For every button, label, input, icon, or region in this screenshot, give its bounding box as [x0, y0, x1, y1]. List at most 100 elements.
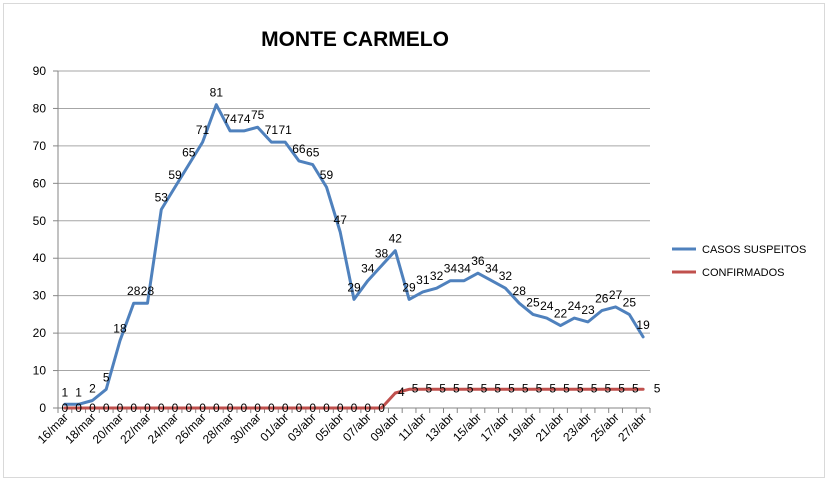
data-label-confirmados: 0: [172, 401, 179, 415]
data-label-confirmados: 0: [309, 401, 316, 415]
x-tick-label: 03/abr: [285, 410, 319, 444]
data-label-confirmados: 5: [549, 381, 556, 395]
x-tick-label: 07/abr: [340, 410, 374, 444]
data-label-casos-suspeitos: 22: [554, 307, 568, 321]
data-label-confirmados: 5: [654, 381, 661, 395]
data-label-casos-suspeitos: 28: [141, 284, 155, 298]
data-label-casos-suspeitos: 53: [155, 191, 169, 205]
data-label-casos-suspeitos: 38: [375, 247, 389, 261]
y-tick-label: 10: [33, 364, 47, 378]
data-label-casos-suspeitos: 31: [416, 273, 430, 287]
series-line-confirmados: [63, 387, 645, 410]
x-tick-label: 23/abr: [560, 410, 594, 444]
data-label-confirmados: 0: [227, 401, 234, 415]
y-axis: 0 10 20 30 40 50 60 70 80 90: [33, 64, 59, 415]
data-label-casos-suspeitos: 42: [389, 232, 403, 246]
data-label-confirmados: 0: [130, 401, 137, 415]
data-label-confirmados: 5: [563, 381, 570, 395]
x-tick-label: 25/abr: [588, 410, 622, 444]
data-label-casos-suspeitos: 26: [595, 292, 609, 306]
data-label-confirmados: 0: [158, 401, 165, 415]
data-label-casos-suspeitos: 66: [292, 142, 306, 156]
chart-title: MONTE CARMELO: [261, 28, 449, 51]
data-label-confirmados: 0: [185, 401, 192, 415]
x-tick-label: 13/abr: [423, 410, 457, 444]
y-tick-label: 40: [33, 251, 47, 265]
data-label-confirmados: 5: [425, 381, 432, 395]
data-label-confirmados: 0: [103, 401, 110, 415]
data-label-casos-suspeitos: 32: [499, 269, 513, 283]
data-label-confirmados: 0: [351, 401, 358, 415]
data-label-confirmados: 5: [453, 381, 460, 395]
data-label-casos-suspeitos: 24: [540, 299, 554, 313]
legend-label-confirmados: CONFIRMADOS: [702, 267, 785, 279]
data-label-casos-suspeitos: 34: [444, 262, 458, 276]
data-label-confirmados: 0: [117, 401, 124, 415]
legend: CASOS SUSPEITOS CONFIRMADOS: [672, 244, 806, 279]
data-label-confirmados: 0: [213, 401, 220, 415]
data-label-confirmados: 5: [467, 381, 474, 395]
data-label-confirmados: 5: [536, 381, 543, 395]
data-label-confirmados: 0: [62, 401, 69, 415]
data-label-confirmados: 0: [254, 401, 261, 415]
data-label-casos-suspeitos: 71: [265, 123, 279, 137]
y-tick-label: 20: [33, 326, 47, 340]
data-label-casos-suspeitos: 5: [103, 370, 110, 384]
data-label-confirmados: 0: [296, 401, 303, 415]
data-label-casos-suspeitos: 59: [320, 168, 334, 182]
data-label-confirmados: 0: [75, 401, 82, 415]
data-label-casos-suspeitos: 24: [568, 299, 582, 313]
data-label-confirmados: 0: [378, 401, 385, 415]
data-label-casos-suspeitos: 32: [430, 269, 444, 283]
data-label-casos-suspeitos: 71: [278, 123, 292, 137]
data-label-casos-suspeitos: 1: [62, 385, 69, 399]
data-label-confirmados: 0: [144, 401, 151, 415]
data-label-casos-suspeitos: 75: [251, 108, 265, 122]
data-label-confirmados: 5: [604, 381, 611, 395]
y-tick-label: 30: [33, 289, 47, 303]
data-label-confirmados: 5: [494, 381, 501, 395]
data-label-casos-suspeitos: 65: [182, 146, 196, 160]
data-label-casos-suspeitos: 29: [402, 280, 416, 294]
chart-frame: [3, 3, 825, 478]
data-label-casos-suspeitos: 28: [513, 284, 527, 298]
x-tick-label: 19/abr: [505, 410, 539, 444]
x-tick-label: 11/abr: [396, 410, 429, 443]
data-label-confirmados: 4: [398, 385, 405, 399]
data-label-casos-suspeitos: 18: [113, 322, 127, 336]
data-label-confirmados: 0: [89, 401, 96, 415]
data-label-confirmados: 0: [323, 401, 330, 415]
data-label-confirmados: 5: [618, 381, 625, 395]
x-tick-label: 09/abr: [367, 410, 401, 444]
legend-label-casos-suspeitos: CASOS SUSPEITOS: [702, 244, 806, 256]
data-label-confirmados: 0: [241, 401, 248, 415]
series-line-casos-suspeitos: [63, 103, 645, 406]
data-label-casos-suspeitos: 74: [237, 112, 251, 126]
data-label-casos-suspeitos: 36: [471, 254, 485, 268]
data-label-casos-suspeitos: 71: [196, 123, 210, 137]
data-label-casos-suspeitos: 59: [168, 168, 182, 182]
data-label-casos-suspeitos: 25: [526, 295, 540, 309]
x-tick-label: 15/abr: [450, 410, 484, 444]
data-label-casos-suspeitos: 23: [581, 303, 595, 317]
data-label-casos-suspeitos: 34: [361, 262, 375, 276]
data-label-casos-suspeitos: 28: [127, 284, 141, 298]
data-label-casos-suspeitos: 1: [75, 385, 82, 399]
x-tick-label: 30/mar: [227, 410, 263, 446]
data-label-casos-suspeitos: 65: [306, 146, 320, 160]
data-label-confirmados: 5: [591, 381, 598, 395]
data-label-casos-suspeitos: 34: [485, 262, 499, 276]
data-label-casos-suspeitos: 25: [623, 295, 637, 309]
x-tick-label: 21/abr: [533, 410, 567, 444]
data-label-confirmados: 5: [412, 381, 419, 395]
data-label-confirmados: 5: [481, 381, 488, 395]
x-tick-label: 01/abr: [257, 410, 291, 444]
y-tick-label: 80: [33, 101, 47, 115]
data-label-confirmados: 5: [522, 381, 529, 395]
data-label-confirmados: 5: [577, 381, 584, 395]
y-tick-label: 60: [33, 176, 47, 190]
data-label-casos-suspeitos: 47: [334, 213, 348, 227]
y-tick-label: 0: [39, 401, 46, 415]
